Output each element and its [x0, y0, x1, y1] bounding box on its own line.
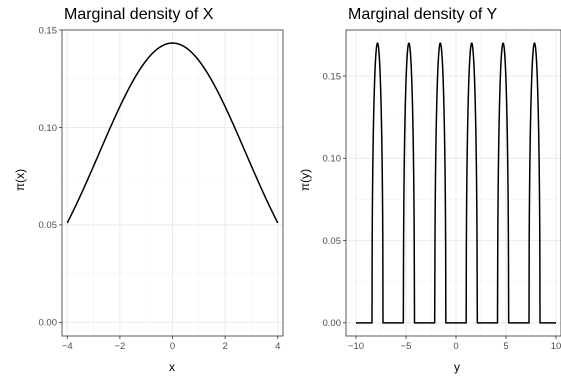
x-tick-label: −4: [62, 341, 73, 352]
y-tick-label: 0.05: [39, 220, 58, 231]
panel-y-density: Marginal density of Y −10 −5 0 5 10 0.00 0.05 0…: [298, 6, 561, 374]
x-tick-label: −2: [114, 341, 125, 352]
panel-x-density: Marginal density of X −4 −2 0 2 4 0.00 0.05 0.1…: [13, 6, 284, 374]
x-tick-label: 0: [170, 341, 175, 352]
chart-title-y: Marginal density of Y: [348, 6, 497, 23]
density-curve-y: [355, 42, 557, 324]
x-tick-label: 4: [275, 341, 280, 352]
y-axis-label-x: π(x): [13, 169, 27, 191]
x-tick-label: 10: [551, 341, 561, 352]
x-axis-label-y: y: [454, 360, 460, 374]
y-tick-label: 0.15: [39, 25, 58, 36]
x-tick-label: 5: [503, 341, 508, 352]
y-tick-label: 0.15: [323, 71, 342, 82]
x-tick-label: 2: [222, 341, 227, 352]
x-tick-label: −10: [348, 341, 364, 352]
y-tick-label: 0.05: [323, 236, 342, 247]
chart-title-x: Marginal density of X: [64, 6, 214, 23]
y-tick-label: 0.10: [323, 154, 342, 165]
y-tick-label: 0.10: [39, 123, 58, 134]
x-tick-label: −5: [401, 341, 412, 352]
panel-border: [345, 29, 561, 337]
y-tick-label: 0.00: [323, 318, 342, 329]
density-curve-x: [66, 42, 279, 224]
x-tick-label: 0: [453, 341, 458, 352]
y-tick-label: 0.00: [39, 318, 58, 329]
y-axis-label-y: π(y): [298, 169, 312, 191]
x-axis-label-x: x: [169, 360, 175, 374]
